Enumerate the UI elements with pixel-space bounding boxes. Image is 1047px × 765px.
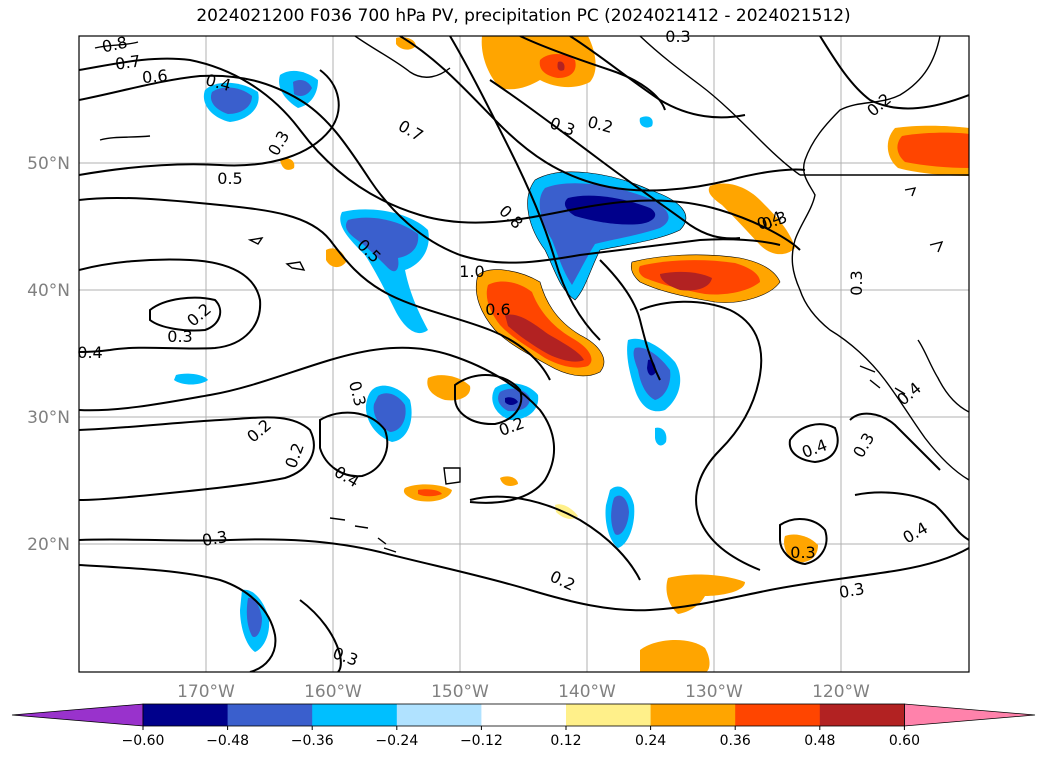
contour-label: 0.6 [485,300,510,319]
precip-outlines [475,171,781,377]
contour-label: 0.5 [217,169,242,188]
colorbar: −0.60 −0.48 −0.36 −0.24 −0.12 0.12 0.24 0.36 0.4… [11,703,1036,749]
contour-label: 0.6 [141,66,168,87]
colorbar-tick-label: −0.24 [375,733,418,749]
contour-label: 0.3 [167,327,192,346]
contour-label: 0.4 [77,343,102,362]
colorbar-segment [312,704,398,726]
colorbar-segment [396,704,482,726]
colorbar-tick-label: −0.12 [460,733,503,749]
contour-label: 0.3 [847,270,866,295]
lon-tick: 120°W [812,682,870,702]
lon-tick: 160°W [304,682,362,702]
colorbar-frame [142,703,905,727]
lon-tick: 130°W [685,682,743,702]
colorbar-tick-label: 0.24 [635,733,666,749]
colorbar-extend-max [904,703,1036,727]
colorbar-segment [481,704,567,726]
contour-label: 0.8 [100,33,129,57]
lon-ticks: 170°W 160°W 150°W 140°W 130°W 120°W [177,682,870,702]
colorbar-segment [143,704,229,726]
colorbar-tick-label: −0.48 [206,733,249,749]
contour-label: 0.3 [838,579,866,602]
contour-label: 0.3 [665,27,690,46]
lat-tick: 50°N [27,154,70,174]
colorbar-tick-label: 0.48 [804,733,835,749]
lat-ticks: 50°N 40°N 30°N 20°N [27,154,70,555]
colorbar-segment [566,704,652,726]
colorbar-extend-min [11,703,144,727]
lon-tick: 150°W [431,682,489,702]
colorbar-segment [819,704,905,726]
contour-label: 0.3 [790,543,815,562]
colorbar-segment [735,704,821,726]
pv-contours [79,36,969,672]
contour-label: 1.0 [459,262,484,281]
colorbar-tick-label: 0.12 [550,733,581,749]
contour-label: 0.3 [201,527,229,550]
colorbar-segment [227,704,313,726]
map-frame [78,35,970,673]
lat-tick: 20°N [27,535,70,555]
lat-tick: 30°N [27,408,70,428]
colorbar-tick-label: 0.36 [720,733,751,749]
colorbar-segment [650,704,736,726]
colorbar-tick-label: −0.60 [122,733,165,749]
colorbar-tick-label: 0.60 [889,733,920,749]
precip-positive-areas [280,36,969,672]
coast-north-america [791,36,969,481]
coastlines [94,36,969,553]
contour-label: 0.7 [114,51,142,73]
colorbar-tick-label: −0.36 [291,733,334,749]
lat-tick: 40°N [27,281,70,301]
map-background [79,36,969,672]
lon-tick: 170°W [177,682,235,702]
lon-tick: 140°W [558,682,616,702]
map-title: 2024021200 F036 700 hPa PV, precipitatio… [196,6,851,26]
